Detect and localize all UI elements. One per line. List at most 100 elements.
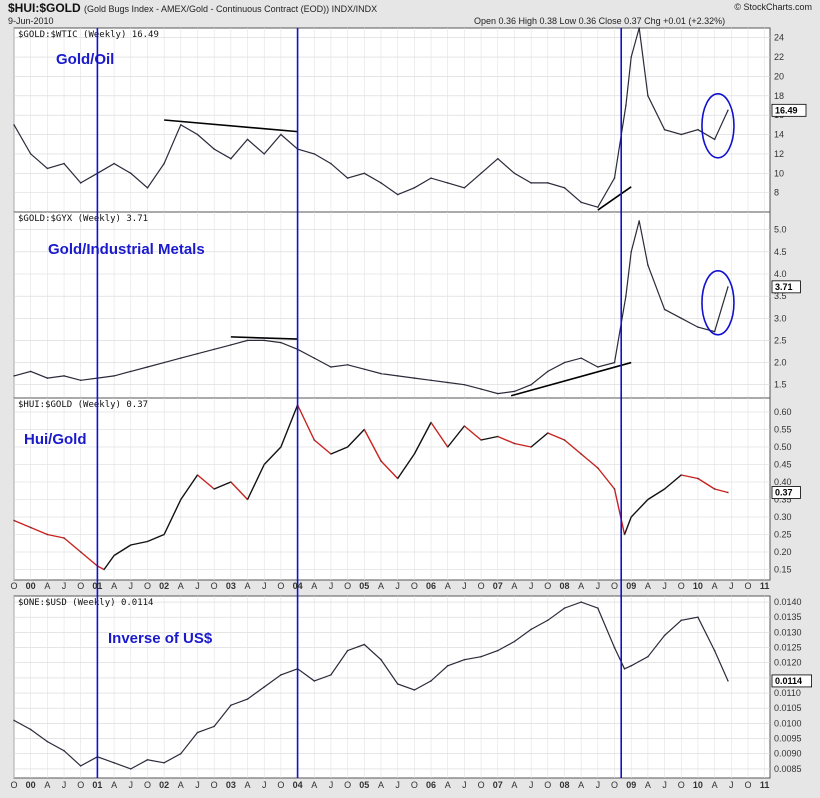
- data-point: [563, 186, 566, 189]
- panel-2-ytick-label: 0.55: [774, 425, 792, 435]
- panel-0: 81012141618202224$GOLD:$WTIC (Weekly) 16…: [13, 27, 807, 213]
- data-point: [663, 634, 666, 637]
- header-description: (Gold Bugs Index - AMEX/Gold - Continuou…: [84, 4, 377, 14]
- panel-2-ytick-label: 0.25: [774, 530, 792, 540]
- data-point: [496, 157, 499, 160]
- data-point: [63, 374, 65, 377]
- panel-2-annotation: Hui/Gold: [24, 431, 87, 448]
- data-point: [413, 186, 416, 189]
- data-point: [413, 689, 416, 691]
- series-segment: [564, 439, 582, 455]
- data-point: [113, 761, 115, 764]
- header-symbol: $HUI:$GOLD: [8, 1, 81, 15]
- data-point: [280, 673, 282, 676]
- data-point: [196, 731, 199, 734]
- panel-3-ytick-label: 0.0140: [774, 597, 802, 607]
- data-point: [313, 439, 316, 441]
- data-point: [563, 439, 566, 441]
- x-tick-label: A: [111, 780, 117, 790]
- data-point: [229, 704, 232, 707]
- data-point: [313, 152, 316, 155]
- panel-0-frame: [13, 27, 771, 213]
- x-tick-label: A: [445, 581, 451, 591]
- panel-3-label: $ONE:$USD (Weekly) 0.0114: [18, 598, 153, 608]
- data-point: [213, 348, 216, 351]
- series-segment: [130, 540, 148, 546]
- data-point: [63, 749, 65, 752]
- panel-1-frame: [13, 211, 771, 399]
- data-point: [580, 357, 583, 360]
- panel-1-ytick-label: 2.0: [774, 358, 787, 368]
- data-point: [630, 516, 633, 518]
- x-tick-label: O: [277, 780, 284, 790]
- data-point: [146, 186, 149, 189]
- data-point: [697, 477, 699, 480]
- data-point: [179, 357, 182, 360]
- x-tick-label: O: [478, 581, 485, 591]
- x-tick-label: A: [178, 780, 184, 790]
- data-point: [129, 370, 132, 373]
- data-point: [346, 363, 349, 366]
- data-point: [280, 446, 282, 448]
- data-point: [530, 383, 533, 386]
- data-point: [380, 658, 382, 661]
- x-tick-label: A: [311, 780, 317, 790]
- x-tick-label: 06: [426, 581, 436, 591]
- x-tick-label: A: [378, 581, 384, 591]
- series-segment: [613, 488, 626, 535]
- series-line-0: [13, 27, 729, 208]
- data-point: [13, 123, 15, 126]
- panel-3-last-value: 0.0114: [775, 676, 802, 686]
- data-point: [346, 177, 349, 180]
- data-point: [113, 374, 115, 377]
- series-segment: [347, 429, 365, 448]
- data-point: [680, 474, 683, 476]
- data-point: [680, 133, 683, 136]
- x-tick-label: O: [144, 780, 151, 790]
- panel-0-highlight-circle: [701, 93, 735, 159]
- data-point: [530, 446, 533, 448]
- x-tick-label: J: [329, 780, 334, 790]
- data-point: [146, 366, 149, 368]
- x-tick-label: J: [195, 780, 200, 790]
- data-point: [713, 138, 716, 141]
- data-point: [46, 377, 49, 379]
- data-point: [697, 326, 699, 329]
- data-point: [396, 683, 399, 685]
- panel-2: 0.15 0.20 0.25 0.30 0.35 0.40 0.45 0.50 0.55 0.60…: [13, 397, 801, 581]
- data-point: [613, 361, 616, 364]
- x-tick-label: A: [712, 581, 718, 591]
- data-point: [697, 128, 699, 131]
- x-tick-label: 08: [559, 581, 569, 591]
- series-segment: [664, 474, 682, 490]
- data-point: [480, 172, 482, 175]
- data-point: [263, 339, 266, 342]
- x-tick-label: O: [678, 780, 685, 790]
- data-point: [697, 616, 699, 619]
- x-tick-label: J: [529, 581, 534, 591]
- data-point: [480, 388, 482, 391]
- data-point: [596, 607, 599, 610]
- data-point: [430, 680, 432, 682]
- data-point: [213, 148, 216, 150]
- x-tick-label: O: [211, 581, 218, 591]
- data-point: [646, 655, 649, 658]
- data-point: [29, 728, 32, 731]
- panel-1-ytick-label: 3.0: [774, 313, 787, 323]
- x-tick-label: 11: [760, 581, 770, 591]
- data-point: [396, 374, 399, 377]
- data-point: [313, 357, 316, 360]
- panel-3-ytick-label: 0.0105: [774, 703, 802, 713]
- x-tick-label: A: [645, 581, 651, 591]
- series-segment: [163, 499, 182, 535]
- x-tick-label: A: [645, 780, 651, 790]
- data-point: [430, 421, 432, 424]
- series-segment: [413, 422, 432, 455]
- x-tick-label: O: [744, 581, 751, 591]
- data-point: [630, 664, 633, 667]
- x-tick-label: O: [744, 780, 751, 790]
- x-tick-label: O: [544, 780, 551, 790]
- data-point: [430, 177, 432, 180]
- data-point: [46, 533, 49, 536]
